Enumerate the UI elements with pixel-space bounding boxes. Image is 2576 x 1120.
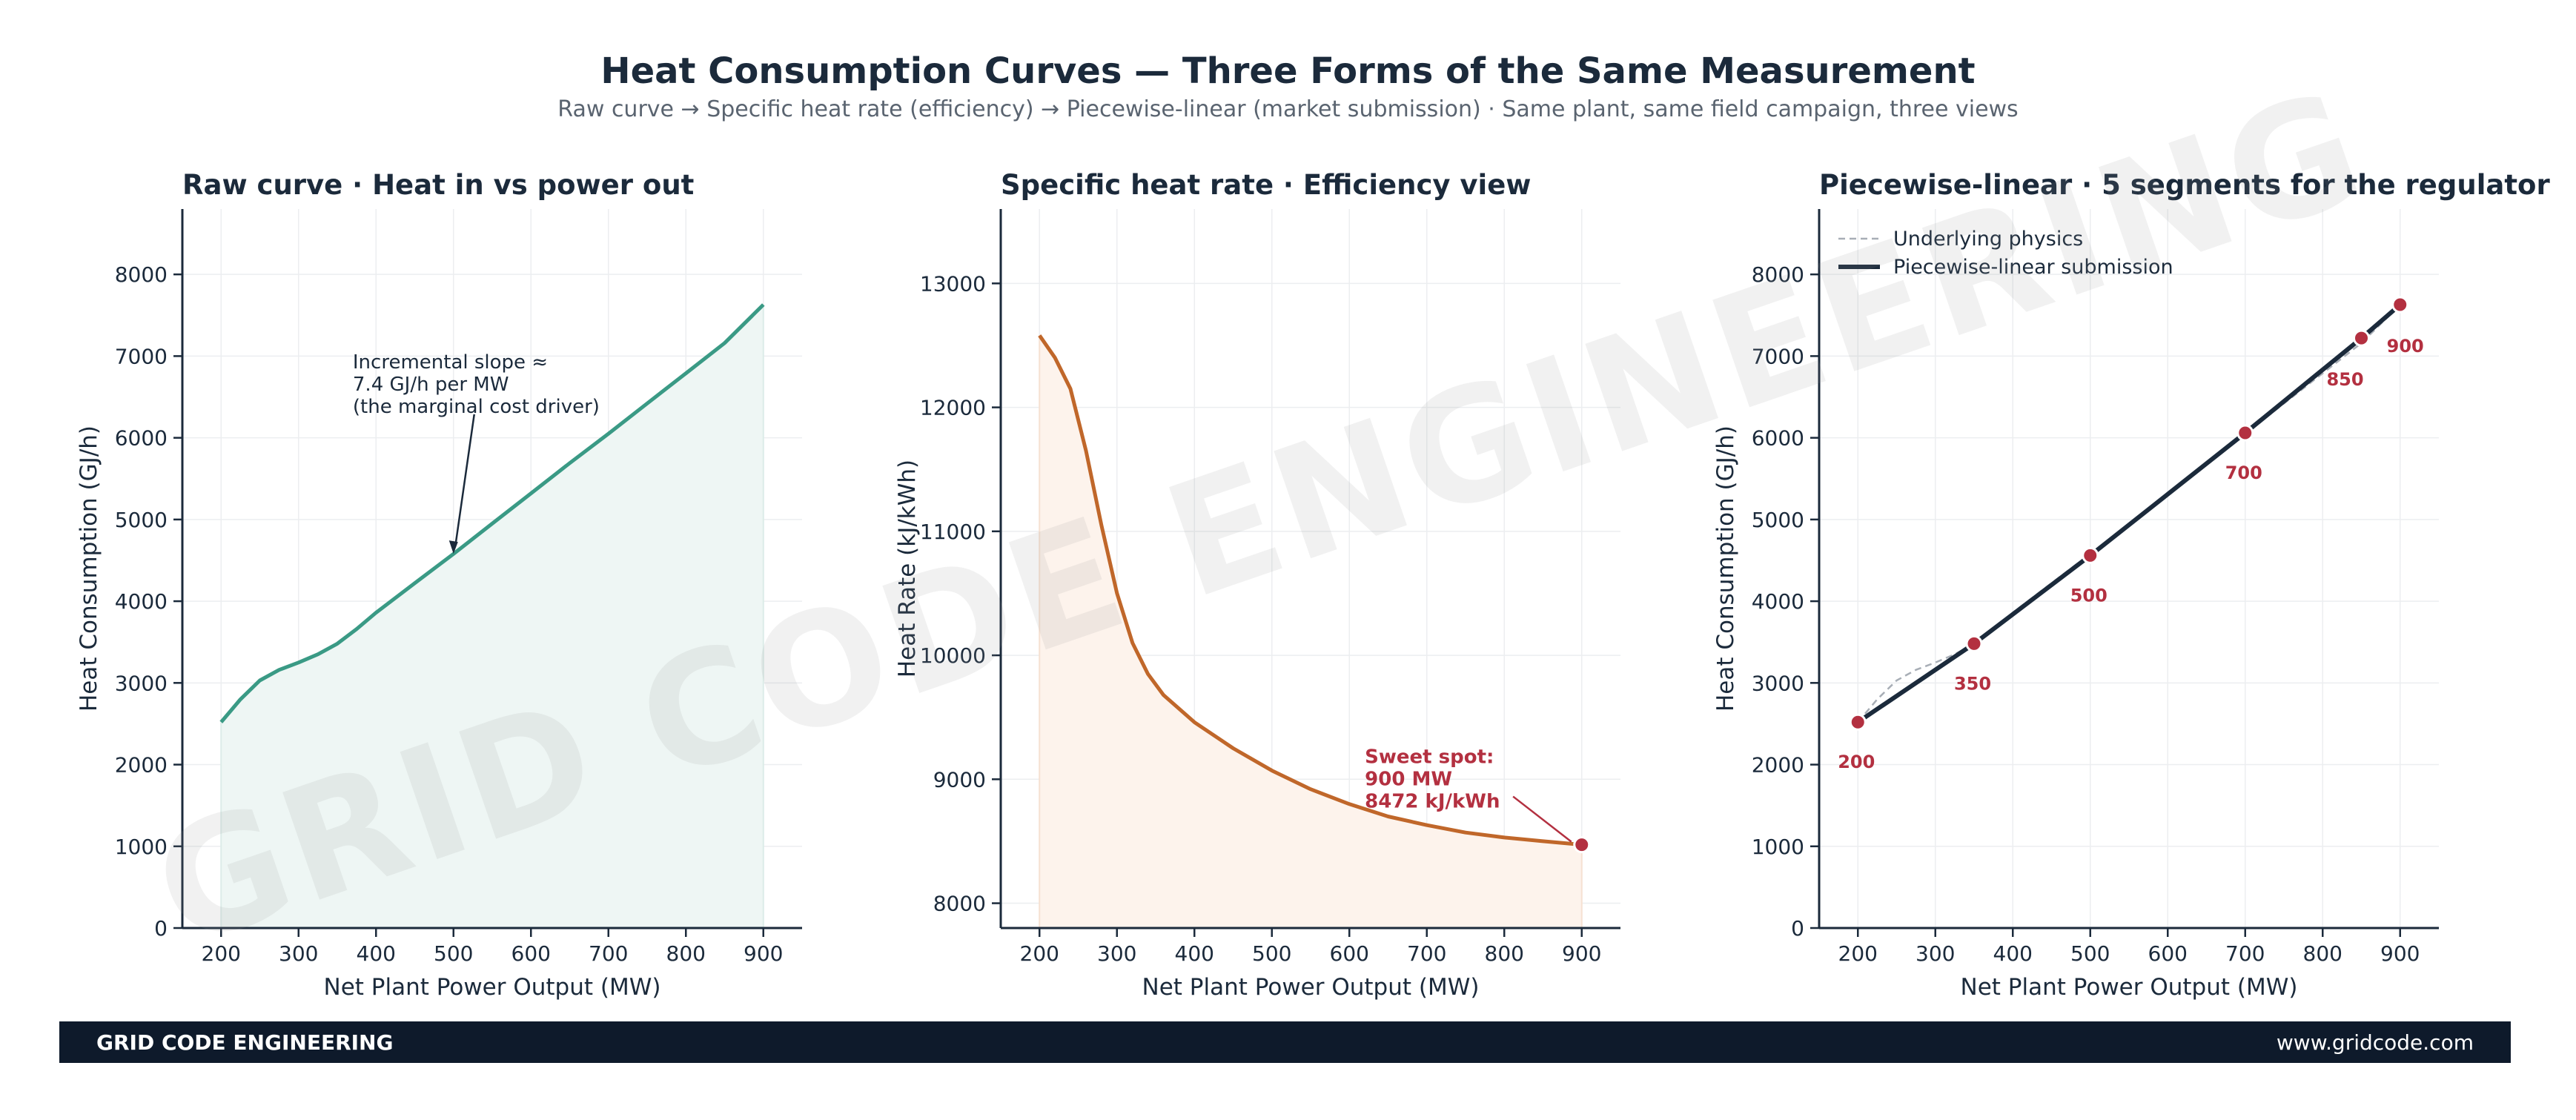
area-fill xyxy=(221,305,764,928)
series-line-underlying-physics xyxy=(1857,304,2401,723)
y-axis-label: Heat Consumption (GJ/h) xyxy=(1712,425,1739,712)
breakpoint-label: 850 xyxy=(2326,369,2363,390)
y-tick-label: 7000 xyxy=(115,344,168,368)
breakpoint-marker xyxy=(2236,424,2254,442)
area-fill xyxy=(1039,335,1582,929)
y-tick-label: 5000 xyxy=(115,508,168,532)
breakpoint-marker xyxy=(1965,634,1983,652)
y-axis-label: Heat Rate (kJ/kWh) xyxy=(894,460,921,677)
chart-panel-2: 200 300 400 500 600 700 800 900 8000 9000 10000 110… xyxy=(894,169,1620,1001)
y-tick-label: 6000 xyxy=(1752,426,1804,451)
chart-panel-3: 200 350 500 700 850 900 Underlying physics Piec… xyxy=(1712,169,2550,1001)
footer-brand: GRID CODE ENGINEERING xyxy=(96,1030,394,1055)
sweet-spot-marker xyxy=(1573,836,1591,854)
footer-bar: GRID CODE ENGINEERING www.gridcode.com xyxy=(59,1021,2511,1063)
annotation-text: 900 MW xyxy=(1365,769,1452,791)
y-tick-label: 4000 xyxy=(115,589,168,614)
x-tick-label: 700 xyxy=(589,941,628,966)
annotation-arrow xyxy=(454,414,475,544)
x-axis-label: Net Plant Power Output (MW) xyxy=(1142,974,1480,1001)
x-tick-label: 200 xyxy=(202,941,241,966)
annotation-text: 8472 kJ/kWh xyxy=(1365,791,1500,813)
x-axis-label: Net Plant Power Output (MW) xyxy=(324,974,661,1001)
annotation-arrow xyxy=(1512,795,1572,843)
y-tick-label: 2000 xyxy=(1752,753,1804,778)
breakpoint-marker xyxy=(2082,546,2099,564)
x-tick-label: 300 xyxy=(279,941,318,966)
chart-title: Specific heat rate · Efficiency view xyxy=(1001,169,1531,201)
breakpoint-label: 700 xyxy=(2225,463,2262,483)
chart-title: Raw curve · Heat in vs power out xyxy=(182,169,694,201)
x-tick-label: 700 xyxy=(1407,941,1446,966)
series-line xyxy=(219,303,765,723)
breakpoint-marker xyxy=(2391,296,2409,314)
x-axis-label: Net Plant Power Output (MW) xyxy=(1961,974,2298,1001)
legend-label: Piecewise-linear submission xyxy=(1893,256,2173,279)
x-tick-label: 300 xyxy=(1097,941,1136,966)
breakpoint-label: 200 xyxy=(1838,752,1875,772)
y-tick-label: 12000 xyxy=(920,396,986,420)
legend-label: Underlying physics xyxy=(1893,228,2083,251)
y-tick-label: 10000 xyxy=(920,643,986,668)
y-tick-label: 13000 xyxy=(920,271,986,296)
chart-panel-1: 200 300 400 500 600 700 800 900 0 1000 2000 3000 400… xyxy=(76,169,802,1001)
y-axis-label: Heat Consumption (GJ/h) xyxy=(76,425,102,712)
x-tick-label: 600 xyxy=(1330,941,1369,966)
y-tick-label: 9000 xyxy=(933,767,986,792)
y-tick-label: 0 xyxy=(1791,916,1804,941)
x-tick-label: 200 xyxy=(1838,941,1878,966)
y-tick-label: 5000 xyxy=(1752,508,1804,532)
y-tick-label: 1000 xyxy=(1752,835,1804,859)
x-tick-label: 800 xyxy=(2303,941,2342,966)
y-tick-label: 8000 xyxy=(1752,262,1804,287)
breakpoint-marker xyxy=(1849,713,1867,731)
y-tick-label: 3000 xyxy=(1752,671,1804,695)
y-tick-label: 1000 xyxy=(115,835,168,859)
x-tick-label: 600 xyxy=(511,941,551,966)
annotation-text: Sweet spot: xyxy=(1365,746,1494,769)
y-tick-label: 7000 xyxy=(1752,344,1804,368)
x-tick-label: 400 xyxy=(357,941,396,966)
annotation-text: Incremental slope ≈ xyxy=(353,351,548,374)
y-tick-label: 8000 xyxy=(933,892,986,916)
y-tick-label: 0 xyxy=(154,916,168,941)
x-tick-label: 300 xyxy=(1916,941,1955,966)
page-subtitle: Raw curve → Specific heat rate (efficien… xyxy=(557,96,2019,122)
y-tick-label: 3000 xyxy=(115,671,168,695)
y-tick-label: 6000 xyxy=(115,426,168,451)
x-tick-label: 400 xyxy=(1993,941,2033,966)
x-tick-label: 200 xyxy=(1020,941,1059,966)
page-title: Heat Consumption Curves — Three Forms of… xyxy=(600,50,1976,92)
breakpoint-label: 900 xyxy=(2387,336,2424,357)
y-tick-label: 8000 xyxy=(115,262,168,287)
breakpoint-label: 500 xyxy=(2070,585,2108,606)
x-tick-label: 800 xyxy=(666,941,706,966)
series-line-piecewise xyxy=(1856,302,2402,724)
series-line xyxy=(1038,334,1583,847)
x-tick-label: 900 xyxy=(1562,941,1601,966)
x-tick-label: 400 xyxy=(1175,941,1214,966)
x-tick-label: 600 xyxy=(2148,941,2188,966)
x-tick-label: 500 xyxy=(2070,941,2110,966)
y-tick-label: 2000 xyxy=(115,753,168,778)
x-tick-label: 500 xyxy=(1252,941,1291,966)
chart-title: Piecewise-linear · 5 segments for the re… xyxy=(1819,169,2550,201)
y-tick-label: 4000 xyxy=(1752,589,1804,614)
annotation-text: (the marginal cost driver) xyxy=(353,396,600,418)
x-tick-label: 900 xyxy=(744,941,783,966)
annotation-text: 7.4 GJ/h per MW xyxy=(353,374,509,396)
y-tick-label: 11000 xyxy=(920,520,986,544)
x-tick-label: 500 xyxy=(434,941,473,966)
breakpoint-label: 350 xyxy=(1954,673,1991,694)
annotation-arrowhead xyxy=(448,540,458,554)
breakpoint-marker xyxy=(2353,329,2370,347)
x-tick-label: 900 xyxy=(2380,941,2420,966)
x-tick-label: 800 xyxy=(1485,941,1524,966)
x-tick-label: 700 xyxy=(2225,941,2265,966)
footer-url-link[interactable]: www.gridcode.com xyxy=(2276,1030,2474,1055)
